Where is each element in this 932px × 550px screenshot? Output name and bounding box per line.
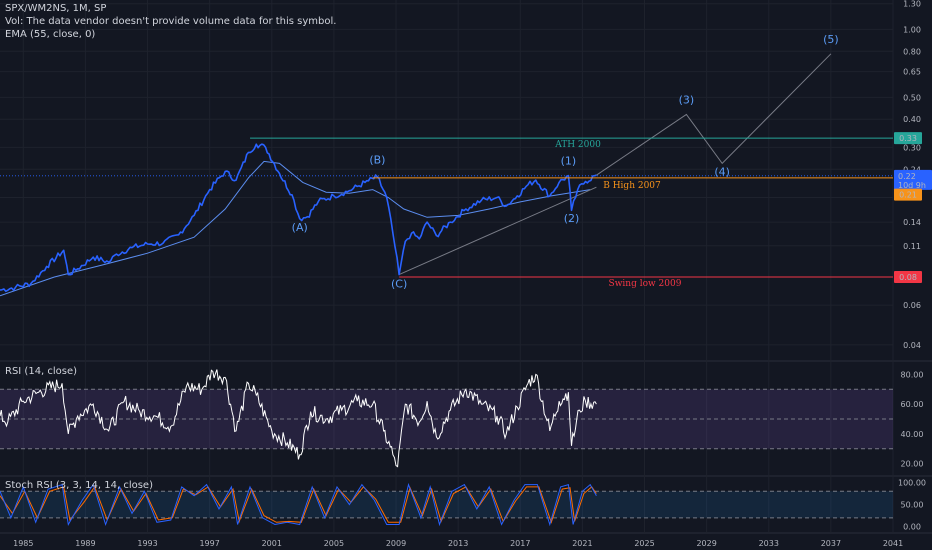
- time-axis[interactable]: 1985 1989 1993 1997 2001 2005 2009 2013 2017 2021…: [13, 539, 903, 548]
- price-tick-label: 0.80: [903, 47, 921, 56]
- time-tick-label: 2037: [821, 539, 841, 548]
- rsi-tick-label: 20.00: [901, 460, 924, 469]
- price-tick-label: 0.14: [903, 218, 921, 227]
- time-tick-label: 2005: [324, 539, 344, 548]
- rsi-legend-text[interactable]: RSI (14, close): [5, 366, 78, 377]
- ema-legend-text[interactable]: EMA (55, close, 0): [5, 29, 96, 40]
- stoch-panel[interactable]: [0, 482, 893, 527]
- price-tick-label: 0.04: [903, 341, 921, 350]
- time-tick-label: 1993: [137, 539, 157, 548]
- wave-label: (1): [561, 155, 577, 168]
- level-axis-tag-text: 0.33: [899, 134, 917, 143]
- ema-axis-tag: [894, 188, 922, 201]
- rsi-tick-label: 40.00: [901, 430, 924, 439]
- rsi-tick-label: 60.00: [901, 400, 924, 409]
- price-tick-label: 0.30: [903, 143, 921, 152]
- time-tick-label: 1985: [13, 539, 33, 548]
- volume-notice-text: Vol: The data vendor doesn't provide vol…: [5, 16, 337, 27]
- level-label: B High 2007: [603, 181, 661, 191]
- price-tick-label: 0.50: [903, 93, 921, 102]
- price-tick-label: 1.30: [903, 0, 921, 9]
- time-tick-label: 2013: [448, 539, 468, 548]
- wave-label: (4): [714, 166, 730, 179]
- time-tick-label: 2017: [510, 539, 530, 548]
- price-tick-label: 1.00: [903, 25, 921, 34]
- stoch-k-line: [0, 482, 597, 527]
- wave-label: (3): [679, 93, 695, 106]
- stoch-tick-label: 100.00: [898, 478, 926, 487]
- time-tick-label: 2041: [883, 539, 903, 548]
- rsi-tick-label: 80.00: [901, 370, 924, 379]
- price-panel[interactable]: ATH 2000 B High 2007 Swing low 2009 (A) (B) (…: [0, 33, 893, 297]
- wave-projection-line[interactable]: [596, 53, 832, 176]
- stoch-legend-text[interactable]: Stoch RSI (3, 3, 14, 14, close): [5, 480, 153, 491]
- rsi-legend[interactable]: RSI (14, close): [5, 366, 77, 377]
- ema-line: [0, 160, 591, 297]
- level-label: ATH 2000: [554, 140, 601, 150]
- level-axis-tag: [894, 270, 922, 283]
- trendline[interactable]: [398, 186, 597, 276]
- level-axis-tag-text: 0.08: [899, 273, 917, 282]
- price-tick-label: 0.40: [903, 115, 921, 124]
- ema-legend[interactable]: EMA (55, close, 0): [5, 29, 95, 40]
- symbol-legend[interactable]: SPX/WM2NS, 1M, SP: [5, 3, 106, 14]
- time-tick-label: 1989: [75, 539, 95, 548]
- level-axis-tag: [894, 132, 922, 145]
- price-tick-label: 0.06: [903, 301, 921, 310]
- time-tick-label: 2021: [572, 539, 592, 548]
- volume-notice: Vol: The data vendor doesn't provide vol…: [5, 16, 336, 27]
- price-line: [0, 143, 597, 293]
- price-tick-label: 0.24: [903, 165, 921, 174]
- price-tick-label: 0.11: [903, 242, 921, 251]
- rsi-panel[interactable]: [0, 369, 893, 468]
- time-tick-label: 2001: [262, 539, 282, 548]
- stoch-legend[interactable]: Stoch RSI (3, 3, 14, 14, close): [5, 480, 153, 491]
- wave-label: (C): [391, 277, 407, 290]
- time-tick-label: 1997: [199, 539, 219, 548]
- stoch-d-line: [0, 485, 597, 524]
- stoch-tick-label: 0.00: [903, 523, 921, 532]
- time-tick-label: 2033: [759, 539, 779, 548]
- wave-label: (5): [823, 33, 839, 46]
- time-tick-label: 2009: [386, 539, 406, 548]
- level-label: Swing low 2009: [609, 279, 682, 289]
- price-axis[interactable]: 1.301.000.800.650.500.400.300.240.180.14…: [894, 0, 932, 532]
- stoch-tick-label: 50.00: [901, 501, 924, 510]
- wave-label: (A): [292, 221, 308, 234]
- rsi-line: [0, 369, 597, 468]
- wave-label: (2): [564, 212, 580, 225]
- bar-countdown: 10d 9h: [898, 181, 926, 190]
- symbol-title[interactable]: SPX/WM2NS, 1M, SP: [5, 3, 107, 14]
- wave-label: (B): [369, 153, 385, 166]
- price-tick-label: 0.65: [903, 68, 921, 77]
- last-price-value: 0.22: [898, 172, 916, 181]
- time-tick-label: 2029: [696, 539, 716, 548]
- last-price-tag: [894, 169, 932, 190]
- ema-axis-tag-text: 0.21: [899, 191, 917, 200]
- time-tick-label: 2025: [634, 539, 654, 548]
